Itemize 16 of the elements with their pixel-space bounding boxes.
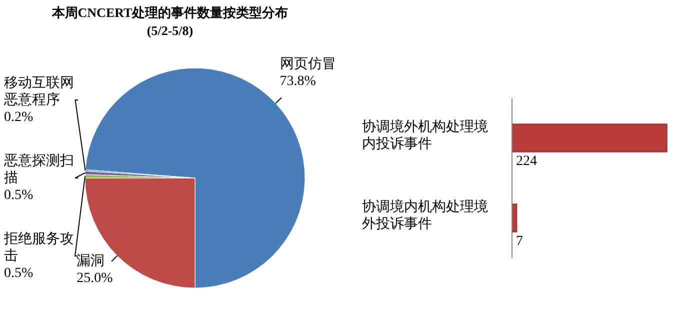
data-label: 0.2%: [4, 110, 34, 125]
slice-label: 移动互联网恶意程序: [4, 76, 74, 108]
chart-subtitle: (5/2-5/8): [146, 22, 194, 39]
data-label: 0.5%: [4, 266, 34, 281]
data-label: 7: [516, 233, 523, 250]
slice-label: 漏洞: [76, 254, 105, 270]
data-label: 224: [516, 153, 537, 170]
y-tick-label: 协调境外机构处理境内投诉事件: [362, 119, 489, 153]
slice-label: 拒绝服务攻击: [4, 232, 74, 264]
slice-label: 网页仿冒: [280, 57, 336, 72]
data-label: 25.0%: [76, 271, 113, 286]
data-label: 0.5%: [4, 188, 34, 203]
data-label: 73.8%: [280, 74, 316, 90]
slice-label: 恶意探测扫描: [4, 154, 74, 186]
y-tick-label: 协调境内机构处理境外投诉事件: [362, 199, 489, 233]
chart-title: 本周CNCERT处理的事件数量按类型分布: [50, 4, 290, 21]
